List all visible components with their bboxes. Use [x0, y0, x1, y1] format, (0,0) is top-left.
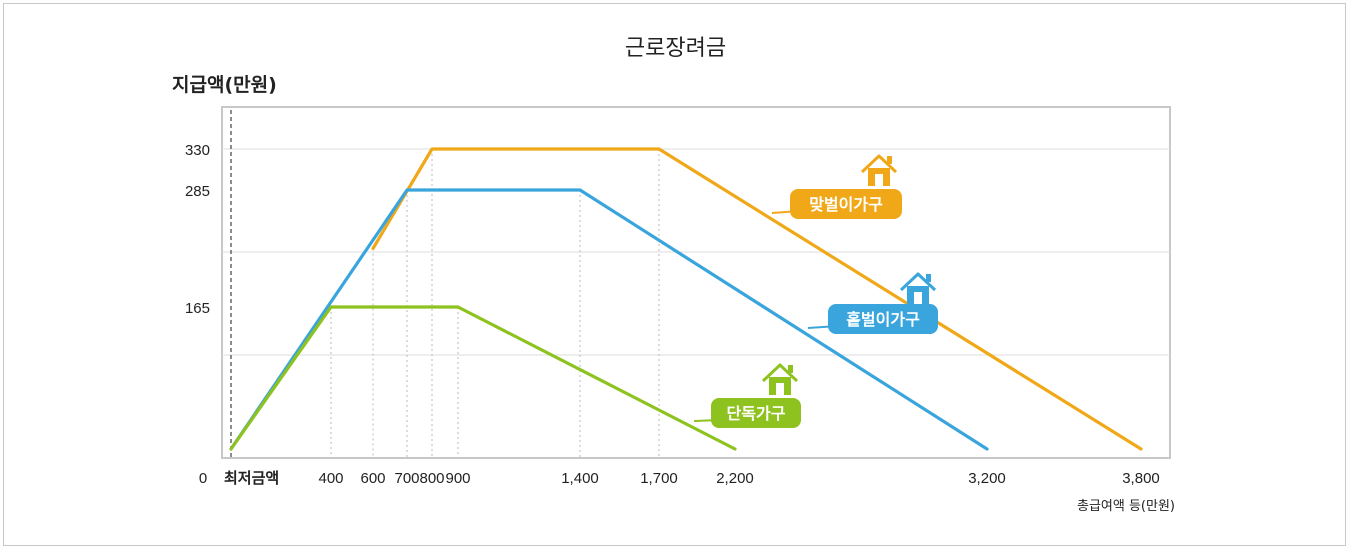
chart-title: 근로장려금	[624, 36, 727, 61]
legend-badge	[790, 189, 902, 219]
house-chimney	[887, 156, 892, 164]
legend-badge	[828, 304, 938, 334]
house-roof	[860, 154, 898, 174]
x-min-label: 최저금액	[224, 469, 279, 487]
house-icon	[899, 272, 937, 304]
x-tick-label: 3,200	[968, 470, 1006, 487]
x-tick-label: 1,400	[561, 470, 599, 487]
x-tick-label: 0	[199, 470, 207, 487]
y-axis-title: 지급액(만원)	[172, 74, 277, 96]
series-line-0	[229, 305, 737, 451]
house-door	[776, 383, 784, 395]
legend-label: 맞벌이가구	[809, 195, 883, 214]
legend-label: 단독가구	[727, 404, 786, 423]
y-tick-label: 165	[185, 300, 210, 317]
house-door	[914, 292, 922, 304]
x-axis-title: 총급여액 등(만원)	[1077, 499, 1175, 514]
legend-callout-1: 홑벌이가구	[807, 272, 938, 334]
x-tick-label: 600	[360, 470, 385, 487]
house-chimney	[788, 365, 793, 373]
x-tick-label: 700	[394, 470, 419, 487]
house-roof	[899, 272, 937, 292]
legend-badge	[711, 398, 801, 428]
x-tick-label: 1,700	[640, 470, 678, 487]
legend-callout-2: 맞벌이가구	[771, 154, 902, 219]
x-tick-label: 800	[419, 470, 444, 487]
x-tick-label: 900	[445, 470, 470, 487]
series-line-1	[229, 188, 989, 451]
x-tick-label: 400	[318, 470, 343, 487]
y-tick-label: 330	[185, 142, 210, 159]
house-icon	[860, 154, 898, 186]
house-door	[875, 174, 883, 186]
x-tick-label: 3,800	[1122, 470, 1160, 487]
legend-label: 홑벌이가구	[846, 310, 920, 329]
legend-callout-0: 단독가구	[693, 363, 801, 428]
y-tick-label: 285	[185, 183, 210, 200]
house-roof	[761, 363, 799, 383]
plot-area	[221, 106, 1171, 459]
x-tick-label: 2,200	[716, 470, 754, 487]
house-chimney	[926, 274, 931, 282]
house-icon	[761, 363, 799, 395]
